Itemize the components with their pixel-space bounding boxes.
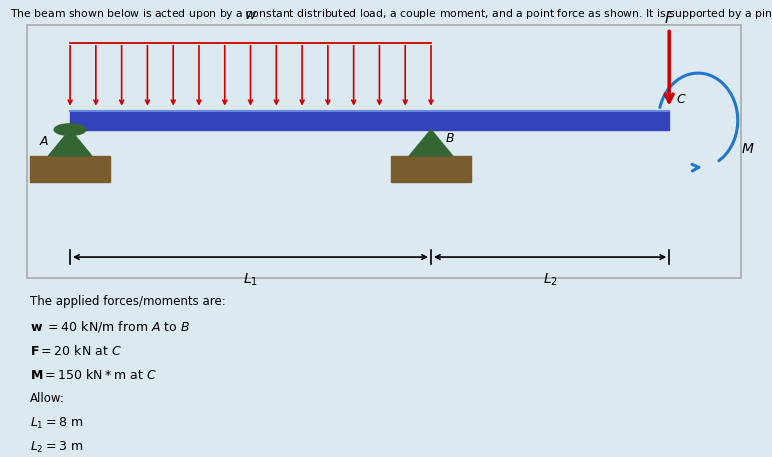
Text: $L_2$: $L_2$ bbox=[543, 271, 557, 288]
Bar bbox=[30, 156, 110, 182]
Polygon shape bbox=[409, 130, 452, 156]
Text: Allow:: Allow: bbox=[30, 392, 66, 405]
Text: The applied forces/moments are:: The applied forces/moments are: bbox=[30, 295, 226, 308]
Text: $\mathbf{M}$$= 150\ \mathrm{kN} * \mathrm{m}\ \mathrm{at}\ $$C$: $\mathbf{M}$$= 150\ \mathrm{kN} * \mathr… bbox=[30, 368, 157, 382]
Circle shape bbox=[54, 124, 86, 135]
Text: $L_1 = 8$ m: $L_1 = 8$ m bbox=[30, 416, 83, 431]
Text: The beam shown below is acted upon by a constant distributed load, a couple mome: The beam shown below is acted upon by a … bbox=[10, 7, 772, 21]
Text: $\mathbf{F}$$= 20\ \mathrm{kN}\ \mathrm{at}\ $$C$: $\mathbf{F}$$= 20\ \mathrm{kN}\ \mathrm{… bbox=[30, 344, 122, 357]
Text: C: C bbox=[676, 93, 686, 106]
Text: M: M bbox=[741, 142, 753, 156]
Text: A: A bbox=[40, 135, 49, 148]
Bar bbox=[391, 156, 471, 182]
Polygon shape bbox=[49, 130, 92, 156]
Bar bbox=[70, 111, 669, 130]
Text: F: F bbox=[665, 11, 673, 26]
Text: $L_1$: $L_1$ bbox=[243, 271, 258, 288]
Text: $L_2 = 3$ m: $L_2 = 3$ m bbox=[30, 441, 83, 456]
Text: B: B bbox=[445, 132, 454, 145]
FancyBboxPatch shape bbox=[27, 25, 741, 278]
Text: w: w bbox=[245, 8, 256, 22]
Text: $\mathbf{w}$ $= 40\ \mathrm{kN/m}\ \mathrm{from}\ $$A$$\ \mathrm{to}\ $$B$: $\mathbf{w}$ $= 40\ \mathrm{kN/m}\ \math… bbox=[30, 319, 191, 335]
